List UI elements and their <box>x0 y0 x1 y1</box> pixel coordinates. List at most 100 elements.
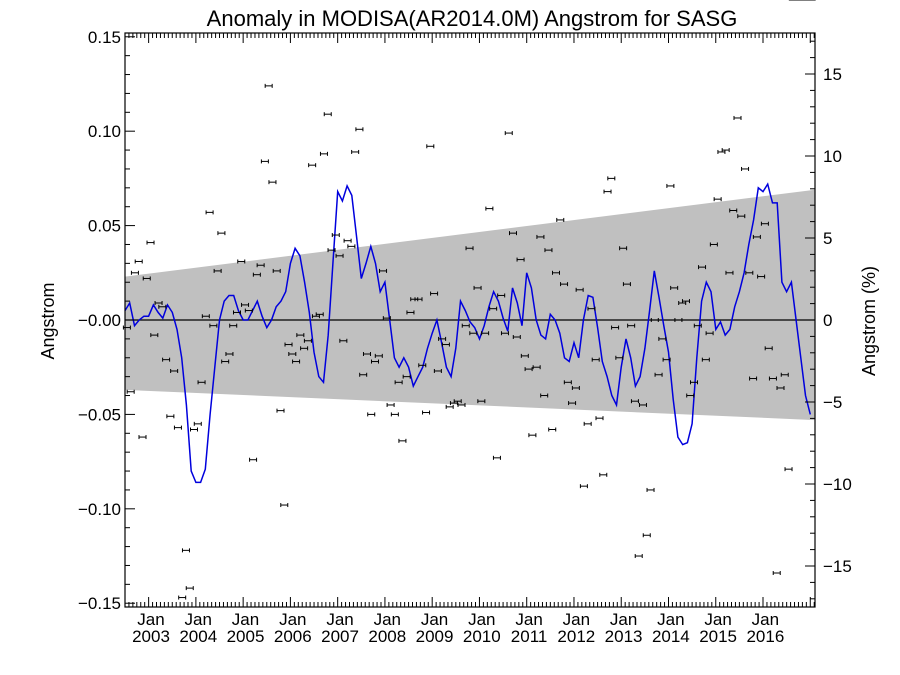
data-point <box>481 331 490 336</box>
data-point <box>142 276 151 281</box>
data-point <box>733 115 742 120</box>
data-point <box>327 248 336 253</box>
x-tick-label-month: Jan <box>610 610 637 629</box>
data-point <box>749 376 758 381</box>
data-point <box>379 268 388 273</box>
data-point <box>634 554 643 559</box>
data-point <box>512 334 521 339</box>
data-point <box>666 183 675 188</box>
data-point <box>461 323 470 328</box>
data-point <box>300 346 309 351</box>
data-point <box>611 325 620 330</box>
right-y-tick-label: −10 <box>823 475 852 494</box>
y-tick-label: 0.05 <box>88 217 121 236</box>
right-y-tick-label: 15 <box>823 65 842 84</box>
data-point <box>698 265 707 270</box>
data-point <box>146 240 155 245</box>
x-tick-label-year: 2003 <box>132 627 170 646</box>
data-point <box>422 410 431 415</box>
data-point <box>638 402 647 407</box>
data-point <box>197 380 206 385</box>
data-point <box>213 268 222 273</box>
data-point <box>701 357 710 362</box>
right-y-axis-title: Angstrom (%) <box>859 266 879 376</box>
data-point <box>776 385 785 390</box>
data-point <box>524 367 533 372</box>
data-point <box>469 331 478 336</box>
data-point <box>166 414 175 419</box>
data-point <box>536 234 545 239</box>
data-point <box>276 408 285 413</box>
data-point <box>489 306 498 311</box>
data-point <box>654 372 663 377</box>
data-point <box>646 487 655 492</box>
data-point <box>575 287 584 292</box>
data-point <box>331 233 340 238</box>
x-tick-label-year: 2014 <box>652 627 690 646</box>
data-point <box>477 399 486 404</box>
data-point <box>741 166 750 171</box>
data-point <box>217 231 226 236</box>
data-point <box>355 127 364 132</box>
data-point <box>721 148 730 153</box>
x-tick-label-month: Jan <box>232 610 259 629</box>
data-point <box>768 376 777 381</box>
data-point <box>780 372 789 377</box>
data-point <box>438 336 447 341</box>
data-point <box>351 149 360 154</box>
x-tick-label-year: 2011 <box>511 627 548 646</box>
x-tick-label-month: Jan <box>563 610 590 629</box>
data-point <box>229 323 238 328</box>
data-point <box>181 548 190 553</box>
data-point <box>465 246 474 251</box>
data-point <box>627 323 636 328</box>
data-point <box>134 259 143 264</box>
data-point <box>579 484 588 489</box>
data-point <box>162 357 171 362</box>
x-tick-label-year: 2004 <box>179 627 217 646</box>
x-tick-label-month: Jan <box>374 610 401 629</box>
data-point <box>453 399 462 404</box>
data-point <box>237 259 246 264</box>
data-point <box>540 393 549 398</box>
data-point <box>280 503 289 508</box>
data-point <box>764 346 773 351</box>
right-y-tick-label: −5 <box>823 393 842 412</box>
y-tick-label: 0.15 <box>88 28 121 47</box>
data-point <box>398 438 407 443</box>
data-point <box>433 368 442 373</box>
data-point <box>497 293 506 298</box>
y-axis-title: Angstrom <box>38 282 58 359</box>
data-point <box>548 427 557 432</box>
data-point <box>674 318 683 322</box>
data-point <box>658 336 667 341</box>
data-point <box>528 433 537 438</box>
data-point <box>473 285 482 290</box>
data-point <box>339 338 348 343</box>
data-point <box>260 159 269 164</box>
y-tick-label: −0.00 <box>78 311 121 330</box>
data-point <box>402 374 411 379</box>
data-point <box>642 533 651 538</box>
x-tick-label-year: 2015 <box>699 627 737 646</box>
data-point <box>532 365 541 370</box>
data-point <box>713 197 722 202</box>
data-point <box>552 270 561 275</box>
data-point <box>587 306 596 311</box>
data-point <box>221 359 230 364</box>
data-point <box>315 312 324 317</box>
data-point <box>599 472 608 477</box>
data-point <box>760 221 769 226</box>
data-point <box>347 244 356 249</box>
data-point <box>284 342 293 347</box>
data-point <box>154 301 163 306</box>
data-point <box>686 393 695 398</box>
data-point <box>241 302 250 307</box>
data-point <box>492 455 501 460</box>
data-point <box>418 363 427 368</box>
data-point <box>571 385 580 390</box>
data-point <box>205 210 214 215</box>
data-point <box>296 333 305 338</box>
data-point <box>729 208 738 213</box>
data-point <box>504 131 513 136</box>
